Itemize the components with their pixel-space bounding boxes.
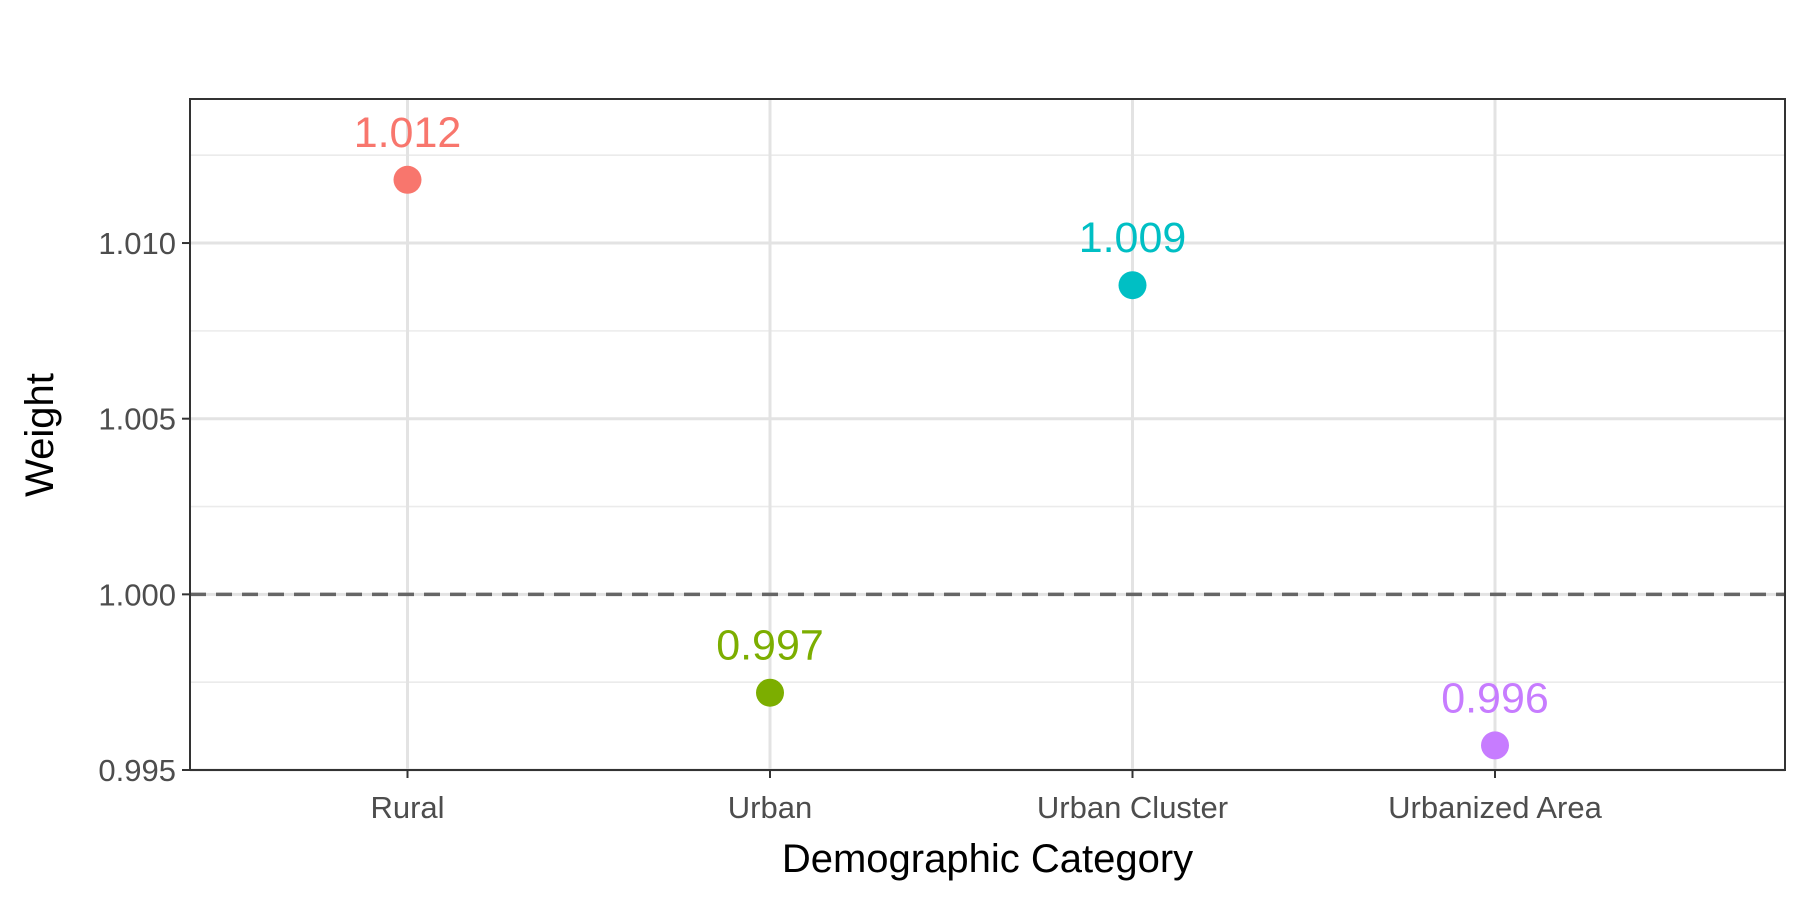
x-tick-labels: Rural Urban Urban Cluster Urbanized Area — [370, 790, 1602, 825]
data-labels: 1.012 0.997 1.009 0.996 — [354, 109, 1549, 723]
data-points — [393, 165, 1509, 760]
y-tick-label: 0.995 — [98, 753, 176, 788]
y-tick-labels: 0.995 1.000 1.005 1.010 — [98, 226, 176, 788]
plot-border — [189, 98, 1786, 771]
data-point — [1481, 731, 1509, 760]
plot-background — [190, 99, 1785, 770]
x-tick-label: Rural — [370, 790, 444, 825]
data-label: 1.009 — [1079, 214, 1187, 262]
y-tick-label: 1.010 — [98, 226, 176, 261]
x-tick-label: Urban Cluster — [1037, 790, 1228, 825]
y-axis-title: Weight — [18, 373, 62, 497]
y-tick-label: 1.005 — [98, 402, 176, 437]
data-label: 0.997 — [716, 622, 824, 670]
data-point — [756, 678, 784, 707]
data-label: 1.012 — [354, 109, 462, 157]
data-point — [393, 165, 422, 194]
y-tick-label: 1.000 — [98, 577, 176, 612]
data-label: 0.996 — [1441, 674, 1549, 722]
axis-ticks — [182, 242, 1496, 778]
x-axis-title: Demographic Category — [782, 837, 1193, 881]
data-point — [1118, 271, 1147, 300]
x-tick-label: Urban — [728, 790, 812, 825]
x-tick-label: Urbanized Area — [1388, 790, 1602, 825]
